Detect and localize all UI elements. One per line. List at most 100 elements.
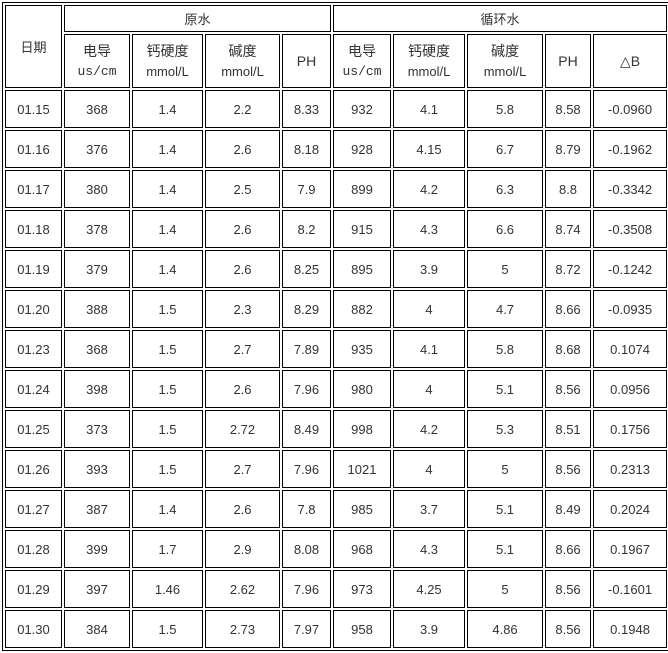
column-header-alkalinity-raw: 碱度 mmol/L bbox=[205, 34, 280, 88]
value-cell: 8.33 bbox=[282, 90, 332, 128]
value-cell: 2.3 bbox=[205, 290, 280, 328]
table-row: 01.29 397 1.46 2.62 7.96 973 4.25 5 8.56 -0.1601 bbox=[5, 570, 668, 608]
value-cell: 7.8 bbox=[282, 490, 332, 528]
value-cell: 2.7 bbox=[205, 450, 280, 488]
column-title: 钙硬度 bbox=[408, 43, 451, 59]
table-row: 01.19 379 1.4 2.6 8.25 895 3.9 5 8.72 -0.1242 bbox=[5, 250, 668, 288]
value-cell: 1021 bbox=[333, 450, 392, 488]
table-row: 01.28 399 1.7 2.9 8.08 968 4.3 5.1 8.66 0.1967 bbox=[5, 530, 668, 568]
value-cell: 7.97 bbox=[282, 610, 332, 648]
value-cell: 7.96 bbox=[282, 570, 332, 608]
value-cell: -0.3342 bbox=[593, 170, 668, 208]
value-cell: 932 bbox=[333, 90, 392, 128]
column-unit: us/cm bbox=[77, 64, 117, 79]
date-cell: 01.28 bbox=[5, 530, 62, 568]
value-cell: 8.56 bbox=[545, 370, 592, 408]
value-cell: 1.5 bbox=[132, 450, 203, 488]
date-cell: 01.23 bbox=[5, 330, 62, 368]
value-cell: 8.66 bbox=[545, 530, 592, 568]
value-cell: 0.2313 bbox=[593, 450, 668, 488]
value-cell: 5.1 bbox=[467, 530, 544, 568]
table-row: 01.17 380 1.4 2.5 7.9 899 4.2 6.3 8.8 -0.3342 bbox=[5, 170, 668, 208]
value-cell: 4.2 bbox=[393, 170, 466, 208]
column-header-alkalinity-circulating: 碱度 mmol/L bbox=[467, 34, 544, 88]
header-columns-row: 电导 us/cm 钙硬度 mmol/L 碱度 mmol/L PH 电导 us/cm 钙硬度 mmol… bbox=[5, 34, 668, 88]
value-cell: 5 bbox=[467, 570, 544, 608]
value-cell: 1.4 bbox=[132, 130, 203, 168]
value-cell: 7.96 bbox=[282, 370, 332, 408]
date-cell: 01.20 bbox=[5, 290, 62, 328]
value-cell: 373 bbox=[64, 410, 130, 448]
value-cell: 2.9 bbox=[205, 530, 280, 568]
value-cell: 973 bbox=[333, 570, 392, 608]
column-unit: mmol/L bbox=[146, 64, 189, 79]
value-cell: 2.6 bbox=[205, 210, 280, 248]
value-cell: 2.6 bbox=[205, 370, 280, 408]
value-cell: 384 bbox=[64, 610, 130, 648]
column-unit: us/cm bbox=[342, 64, 382, 79]
value-cell: 1.5 bbox=[132, 370, 203, 408]
value-cell: 0.0956 bbox=[593, 370, 668, 408]
value-cell: 8.56 bbox=[545, 450, 592, 488]
value-cell: 0.1948 bbox=[593, 610, 668, 648]
value-cell: 380 bbox=[64, 170, 130, 208]
value-cell: 6.6 bbox=[467, 210, 544, 248]
column-title: 碱度 bbox=[491, 43, 520, 59]
value-cell: 4 bbox=[393, 370, 466, 408]
table-row: 01.30 384 1.5 2.73 7.97 958 3.9 4.86 8.56 0.1948 bbox=[5, 610, 668, 648]
value-cell: 3.9 bbox=[393, 250, 466, 288]
header-group-circulating-water: 循环水 bbox=[333, 5, 668, 32]
value-cell: 399 bbox=[64, 530, 130, 568]
value-cell: 1.5 bbox=[132, 610, 203, 648]
value-cell: -0.0960 bbox=[593, 90, 668, 128]
value-cell: 8.66 bbox=[545, 290, 592, 328]
column-unit: mmol/L bbox=[221, 64, 264, 79]
column-title: 碱度 bbox=[228, 43, 257, 59]
value-cell: 368 bbox=[64, 90, 130, 128]
value-cell: 368 bbox=[64, 330, 130, 368]
value-cell: 4.1 bbox=[393, 90, 466, 128]
value-cell: 985 bbox=[333, 490, 392, 528]
value-cell: 980 bbox=[333, 370, 392, 408]
value-cell: 998 bbox=[333, 410, 392, 448]
column-unit: mmol/L bbox=[483, 64, 527, 79]
value-cell: 388 bbox=[64, 290, 130, 328]
value-cell: 1.7 bbox=[132, 530, 203, 568]
value-cell: 7.9 bbox=[282, 170, 332, 208]
column-title: PH bbox=[558, 53, 578, 69]
date-cell: 01.30 bbox=[5, 610, 62, 648]
value-cell: 8.29 bbox=[282, 290, 332, 328]
value-cell: 2.62 bbox=[205, 570, 280, 608]
value-cell: 2.6 bbox=[205, 130, 280, 168]
value-cell: 376 bbox=[64, 130, 130, 168]
value-cell: 5.1 bbox=[467, 490, 544, 528]
column-header-ph-raw: PH bbox=[282, 34, 332, 88]
value-cell: 8.79 bbox=[545, 130, 592, 168]
column-header-ph-circulating: PH bbox=[545, 34, 592, 88]
value-cell: 379 bbox=[64, 250, 130, 288]
date-cell: 01.25 bbox=[5, 410, 62, 448]
value-cell: 3.9 bbox=[393, 610, 466, 648]
table-row: 01.24 398 1.5 2.6 7.96 980 4 5.1 8.56 0.0956 bbox=[5, 370, 668, 408]
value-cell: 397 bbox=[64, 570, 130, 608]
value-cell: 4 bbox=[393, 290, 466, 328]
value-cell: 4.2 bbox=[393, 410, 466, 448]
value-cell: 393 bbox=[64, 450, 130, 488]
value-cell: 2.73 bbox=[205, 610, 280, 648]
table-row: 01.16 376 1.4 2.6 8.18 928 4.15 6.7 8.79 -0.1962 bbox=[5, 130, 668, 168]
value-cell: 8.18 bbox=[282, 130, 332, 168]
value-cell: 8.2 bbox=[282, 210, 332, 248]
column-header-calcium-hardness-circulating: 钙硬度 mmol/L bbox=[393, 34, 466, 88]
value-cell: -0.0935 bbox=[593, 290, 668, 328]
column-unit: mmol/L bbox=[407, 64, 451, 79]
value-cell: 5.1 bbox=[467, 370, 544, 408]
value-cell: 2.72 bbox=[205, 410, 280, 448]
column-header-calcium-hardness-raw: 钙硬度 mmol/L bbox=[132, 34, 203, 88]
date-cell: 01.18 bbox=[5, 210, 62, 248]
value-cell: 1.4 bbox=[132, 210, 203, 248]
value-cell: 4.15 bbox=[393, 130, 466, 168]
value-cell: 2.6 bbox=[205, 490, 280, 528]
value-cell: 8.56 bbox=[545, 570, 592, 608]
header-group-row: 日期 原水 循环水 bbox=[5, 5, 668, 88]
